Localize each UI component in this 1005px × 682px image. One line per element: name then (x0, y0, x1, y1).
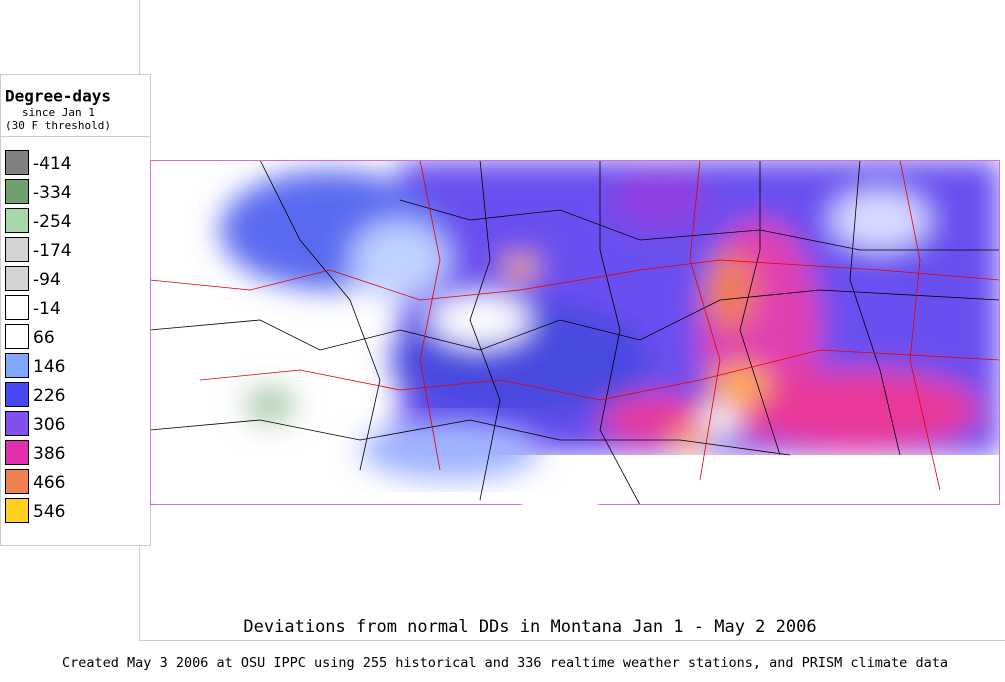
legend-swatch (5, 440, 29, 465)
legend-label: 386 (33, 444, 65, 464)
legend-label: 226 (33, 386, 65, 406)
legend-swatch (5, 324, 29, 349)
legend-label: -414 (33, 154, 72, 174)
map-title: Deviations from normal DDs in Montana Ja… (243, 617, 816, 637)
legend-swatch (5, 498, 29, 523)
legend-swatch (5, 353, 29, 378)
legend-swatch (5, 150, 29, 175)
legend-label: 306 (33, 415, 65, 435)
legend-swatch (5, 266, 29, 291)
legend-label: 66 (33, 328, 55, 348)
legend-label: -94 (33, 270, 61, 290)
legend-label: -174 (33, 241, 72, 261)
legend-subtitle: since Jan 1 (22, 106, 95, 119)
legend-swatch (5, 469, 29, 494)
footer-caption: Created May 3 2006 at OSU IPPC using 255… (62, 655, 948, 671)
legend-label: -334 (33, 183, 72, 203)
legend-swatch (5, 208, 29, 233)
legend-swatch (5, 411, 29, 436)
legend-label: 146 (33, 357, 65, 377)
legend-swatch (5, 382, 29, 407)
legend-swatch (5, 179, 29, 204)
legend-title: Degree-days (5, 87, 111, 106)
legend-label: 466 (33, 473, 65, 493)
legend-label: 546 (33, 502, 65, 522)
legend-note: (30 F threshold) (5, 119, 111, 132)
legend-label: -254 (33, 212, 72, 232)
legend-swatch (5, 295, 29, 320)
legend-swatch (5, 237, 29, 262)
legend-label: -14 (33, 299, 61, 319)
map (150, 160, 1000, 505)
